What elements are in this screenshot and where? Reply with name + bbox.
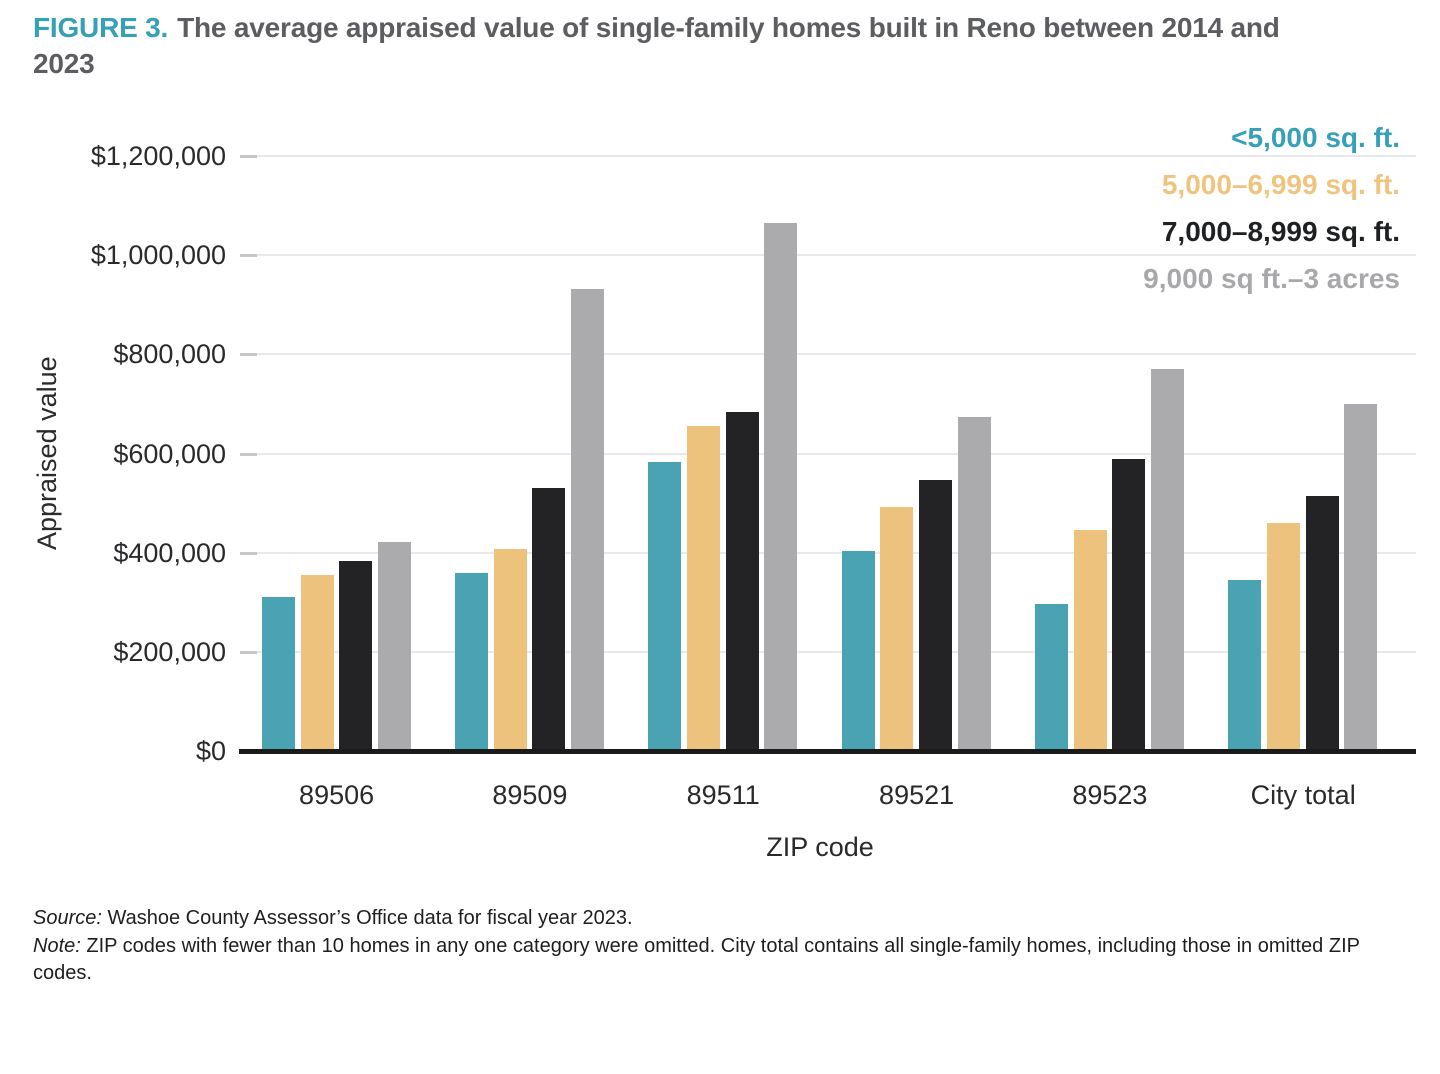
note-text: ZIP codes with fewer than 10 homes in an… — [33, 934, 1360, 985]
bar-89506-series3 — [377, 542, 411, 751]
y-tick — [240, 254, 257, 258]
x-category-label: 89511 — [686, 780, 760, 810]
bar-89506-series2 — [339, 561, 373, 751]
bar-89511-series1 — [687, 425, 721, 751]
y-tick-label: $200,000 — [113, 636, 226, 667]
bar-89506-series1 — [300, 575, 334, 751]
figure-title-text: The average appraised value of single-fa… — [33, 12, 1280, 79]
x-category-label: 89506 — [299, 780, 375, 810]
footnote: Note: ZIP codes with fewer than 10 homes… — [33, 933, 1363, 988]
source-note: Source: Washoe County Assessor’s Office … — [33, 905, 1373, 933]
bar-city-total-series0 — [1228, 580, 1262, 751]
bar-89523-series0 — [1035, 604, 1069, 751]
bar-city-total-series1 — [1267, 522, 1301, 751]
y-tick — [240, 650, 257, 654]
y-tick-label: $600,000 — [113, 438, 226, 469]
bar-city-total-series2 — [1305, 496, 1339, 751]
legend-item-7000-8999-sqft: 7,000–8,999 sq. ft. — [1161, 216, 1400, 247]
bar-89509-series3 — [571, 289, 605, 751]
bar-89523-series2 — [1112, 459, 1146, 751]
bar-89511-series3 — [764, 223, 798, 751]
y-tick — [240, 551, 257, 555]
bar-89506-series0 — [261, 597, 295, 751]
figure-number: FIGURE 3. — [33, 12, 169, 43]
bar-89523-series1 — [1073, 529, 1107, 751]
bar-89521-series0 — [841, 550, 875, 751]
gridline — [240, 551, 1416, 554]
y-tick-label: $1,200,000 — [90, 141, 226, 171]
bar-89521-series3 — [957, 416, 991, 751]
gridline — [240, 155, 1416, 157]
gridline — [240, 254, 1416, 257]
bar-89509-series1 — [493, 548, 527, 751]
y-tick-label: $0 — [195, 736, 226, 766]
bar-89511-series2 — [725, 412, 759, 751]
y-tick — [240, 452, 257, 456]
x-axis-line — [239, 749, 1416, 754]
gridline — [240, 650, 1416, 653]
bar-89523-series3 — [1151, 369, 1185, 751]
gridline — [240, 353, 1416, 356]
bar-89521-series1 — [880, 507, 914, 751]
legend-item-9000sqft-3acres: 9,000 sq ft.–3 acres — [1143, 263, 1400, 294]
y-tick-label: $400,000 — [113, 537, 226, 568]
x-category-label: City total — [1250, 780, 1356, 810]
legend-item-5000-6999-sqft: 5,000–6,999 sq. ft. — [1161, 169, 1400, 200]
y-tick-label: $1,000,000 — [90, 240, 226, 271]
bar-89509-series2 — [532, 487, 566, 751]
source-text: Washoe County Assessor’s Office data for… — [101, 907, 633, 929]
x-category-label: 89509 — [492, 780, 568, 810]
bar-89521-series2 — [919, 480, 953, 751]
x-category-label: 89521 — [879, 780, 955, 810]
bar-89511-series0 — [648, 461, 682, 751]
y-tick — [240, 353, 257, 357]
bar-89509-series0 — [455, 573, 489, 751]
legend-item-under-5000-sqft: <5,000 sq. ft. — [1231, 122, 1400, 153]
x-axis-title: ZIP code — [766, 832, 874, 862]
source-label: Source: — [33, 907, 102, 929]
gridline — [240, 452, 1416, 455]
bar-city-total-series3 — [1344, 403, 1378, 751]
figure-title: FIGURE 3. The average appraised value of … — [33, 10, 1343, 82]
x-category-label: 89523 — [1072, 780, 1148, 810]
note-label: Note: — [33, 934, 81, 957]
legend: <5,000 sq. ft. 5,000–6,999 sq. ft. 7,000… — [1143, 114, 1400, 302]
y-tick-label: $800,000 — [113, 339, 226, 370]
y-tick — [240, 155, 257, 158]
